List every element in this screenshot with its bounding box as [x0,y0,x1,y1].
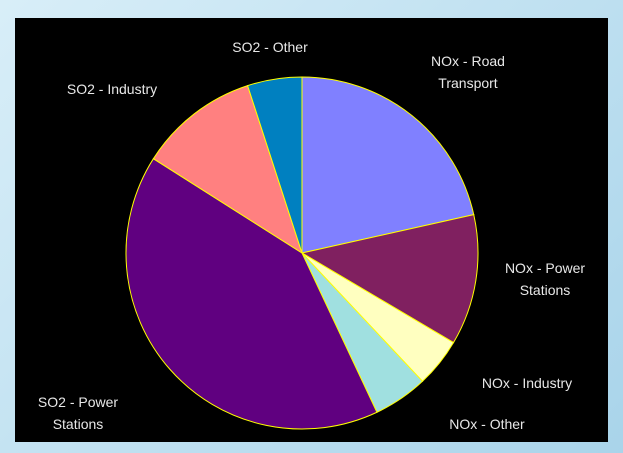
pie-slice [301,76,475,254]
slice-label: NOx - Industry [481,375,573,391]
slice-label: SO2 - Power Stations [37,394,119,432]
slice-label: NOx - Road Transport [431,53,505,91]
pie-slice [125,158,378,430]
slice-label: SO2 - Industry [66,81,158,97]
slice-label: SO2 - Other [232,39,308,55]
pie-slice [152,84,303,255]
slice-label: NOx - Other [449,416,525,432]
slice-label: NOx - Power Stations [504,260,586,298]
pie-slice [246,76,303,254]
pie-slice [300,214,479,344]
